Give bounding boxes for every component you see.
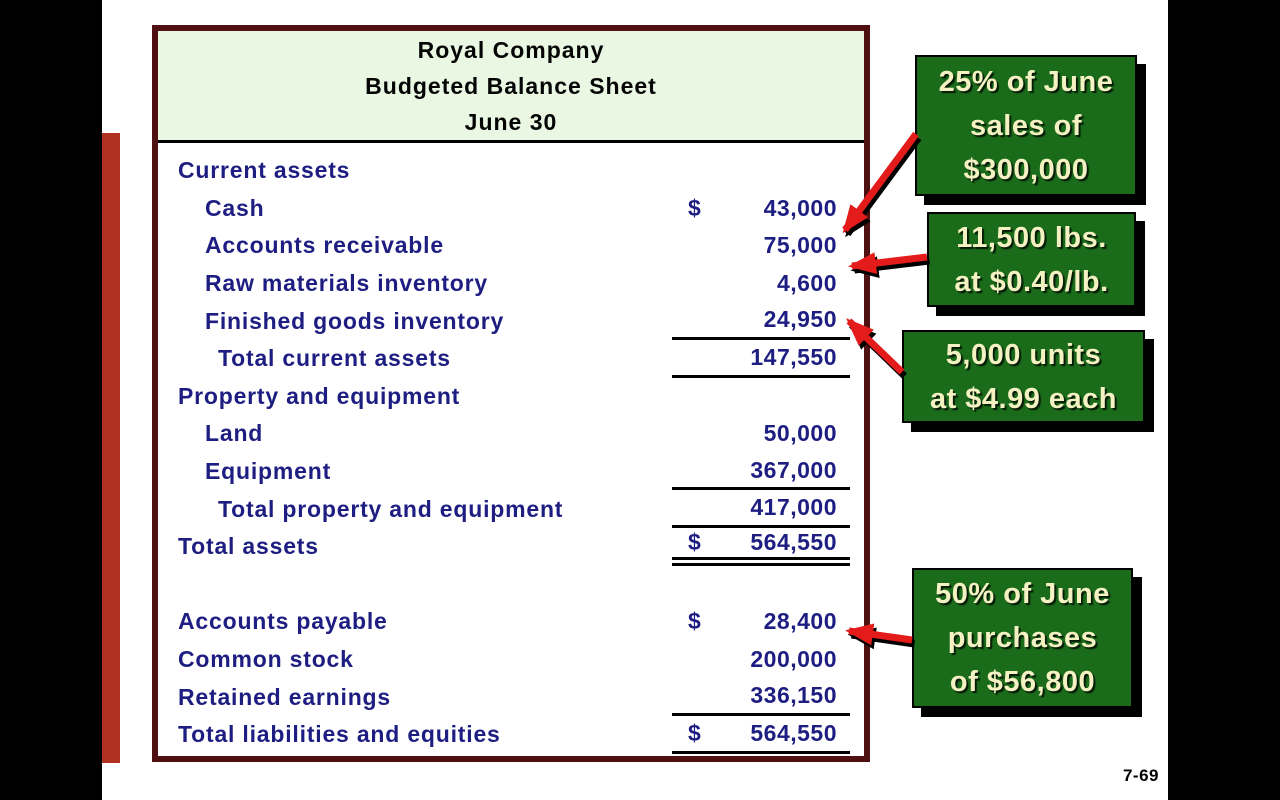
sheet-title-company: Royal Company [417,36,605,63]
sheet-title-date: June 30 [464,108,558,135]
row-value: 367,000 [750,456,837,483]
row-label: Equipment [205,458,332,485]
balance-sheet-row: Total property and equipment 417,000 [158,490,864,528]
sheet-title-statement: Budgeted Balance Sheet [365,72,657,99]
dollar-sign: $ [688,194,702,221]
row-label: Total property and equipment [218,495,564,522]
row-label: Total assets [178,533,319,560]
letterbox-right [1168,0,1280,800]
row-label: Accounts receivable [205,232,444,259]
row-value: 75,000 [763,232,837,259]
row-value: 417,000 [750,494,837,521]
row-label: Total liabilities and equities [178,721,501,748]
row-label: Accounts payable [178,608,388,635]
row-amount: 75,000 [672,227,850,265]
row-value: 336,150 [750,682,837,709]
callout-accounts-payable: 50% of June purchases of $56,800 [912,568,1133,708]
balance-sheet-row: Land 50,000 [158,415,864,453]
dollar-sign: $ [688,528,702,555]
balance-sheet-table: Royal Company Budgeted Balance Sheet Jun… [152,25,870,762]
row-label: Land [205,420,264,447]
row-value: 147,550 [750,343,837,370]
row-label: Property and equipment [178,382,461,409]
dollar-sign: $ [688,719,702,746]
balance-sheet-row: Total current assets 147,550 [158,340,864,378]
row-amount: 336,150 [672,678,850,716]
row-amount: $ 564,550 [672,528,850,566]
row-amount: 24,950 [672,302,850,340]
balance-sheet-row: Property and equipment [158,378,864,416]
callout-line: at $0.40/lb. [954,265,1109,298]
row-label: Finished goods inventory [205,307,505,334]
balance-sheet-row: Total assets $ 564,550 [158,528,864,566]
row-amount [672,566,850,604]
row-amount: $ 28,400 [672,603,850,641]
row-amount: 417,000 [672,490,850,528]
row-value: 564,550 [750,719,837,746]
row-label: Raw materials inventory [205,270,489,297]
row-value: 200,000 [750,646,837,673]
callout-line: 5,000 units [945,338,1102,371]
page-number: 7-69 [1122,766,1159,785]
row-label: Total current assets [218,345,451,372]
balance-sheet-row: Current assets [158,152,864,190]
sheet-header: Royal Company Budgeted Balance Sheet Jun… [158,31,864,143]
row-value: 28,400 [763,608,837,635]
row-amount [672,378,850,416]
row-amount [672,152,850,190]
sheet-body: Current assets Cash $ 43,000 Accounts re… [158,143,864,754]
callout-accounts-receivable: 25% of June sales of $300,000 [915,55,1137,196]
balance-sheet-row: Finished goods inventory 24,950 [158,302,864,340]
row-amount: 147,550 [672,340,850,378]
balance-sheet-row [158,566,864,604]
balance-sheet-row: Accounts receivable 75,000 [158,227,864,265]
balance-sheet-row: Retained earnings 336,150 [158,678,864,716]
dollar-sign: $ [688,608,702,635]
balance-sheet-row: Equipment 367,000 [158,453,864,491]
letterbox-left [0,0,102,800]
balance-sheet-row: Raw materials inventory 4,600 [158,265,864,303]
row-label: Retained earnings [178,683,391,710]
row-amount: 4,600 [672,265,850,303]
row-label: Current assets [178,157,351,184]
row-value: 24,950 [763,306,837,333]
balance-sheet-row: Common stock 200,000 [158,641,864,679]
row-value: 4,600 [776,270,837,297]
callout-line: sales of [970,109,1082,142]
callout-line: of $56,800 [949,666,1096,698]
callout-finished-goods: 5,000 units at $4.99 each [902,330,1145,423]
row-amount: 200,000 [672,641,850,679]
balance-sheet-row: Cash $ 43,000 [158,190,864,228]
callout-line: $300,000 [963,153,1089,186]
row-value: 43,000 [763,194,837,221]
callout-raw-materials: 11,500 lbs. at $0.40/lb. [927,212,1136,307]
row-value: 50,000 [763,420,837,447]
balance-sheet-row: Accounts payable $ 28,400 [158,603,864,641]
balance-sheet-row: Total liabilities and equities $ 564,550 [158,716,864,754]
row-label: Cash [205,194,265,221]
row-amount: 367,000 [672,453,850,491]
row-amount: $ 564,550 [672,716,850,754]
callout-line: 50% of June [935,578,1110,610]
callout-line: 25% of June [938,65,1114,98]
callout-line: 11,500 lbs. [956,221,1107,254]
red-accent-bar [102,133,120,763]
callout-line: purchases [947,622,1098,654]
row-value: 564,550 [750,528,837,555]
row-amount: 50,000 [672,415,850,453]
row-amount: $ 43,000 [672,190,850,228]
row-label: Common stock [178,646,354,673]
callout-line: at $4.99 each [929,382,1118,415]
